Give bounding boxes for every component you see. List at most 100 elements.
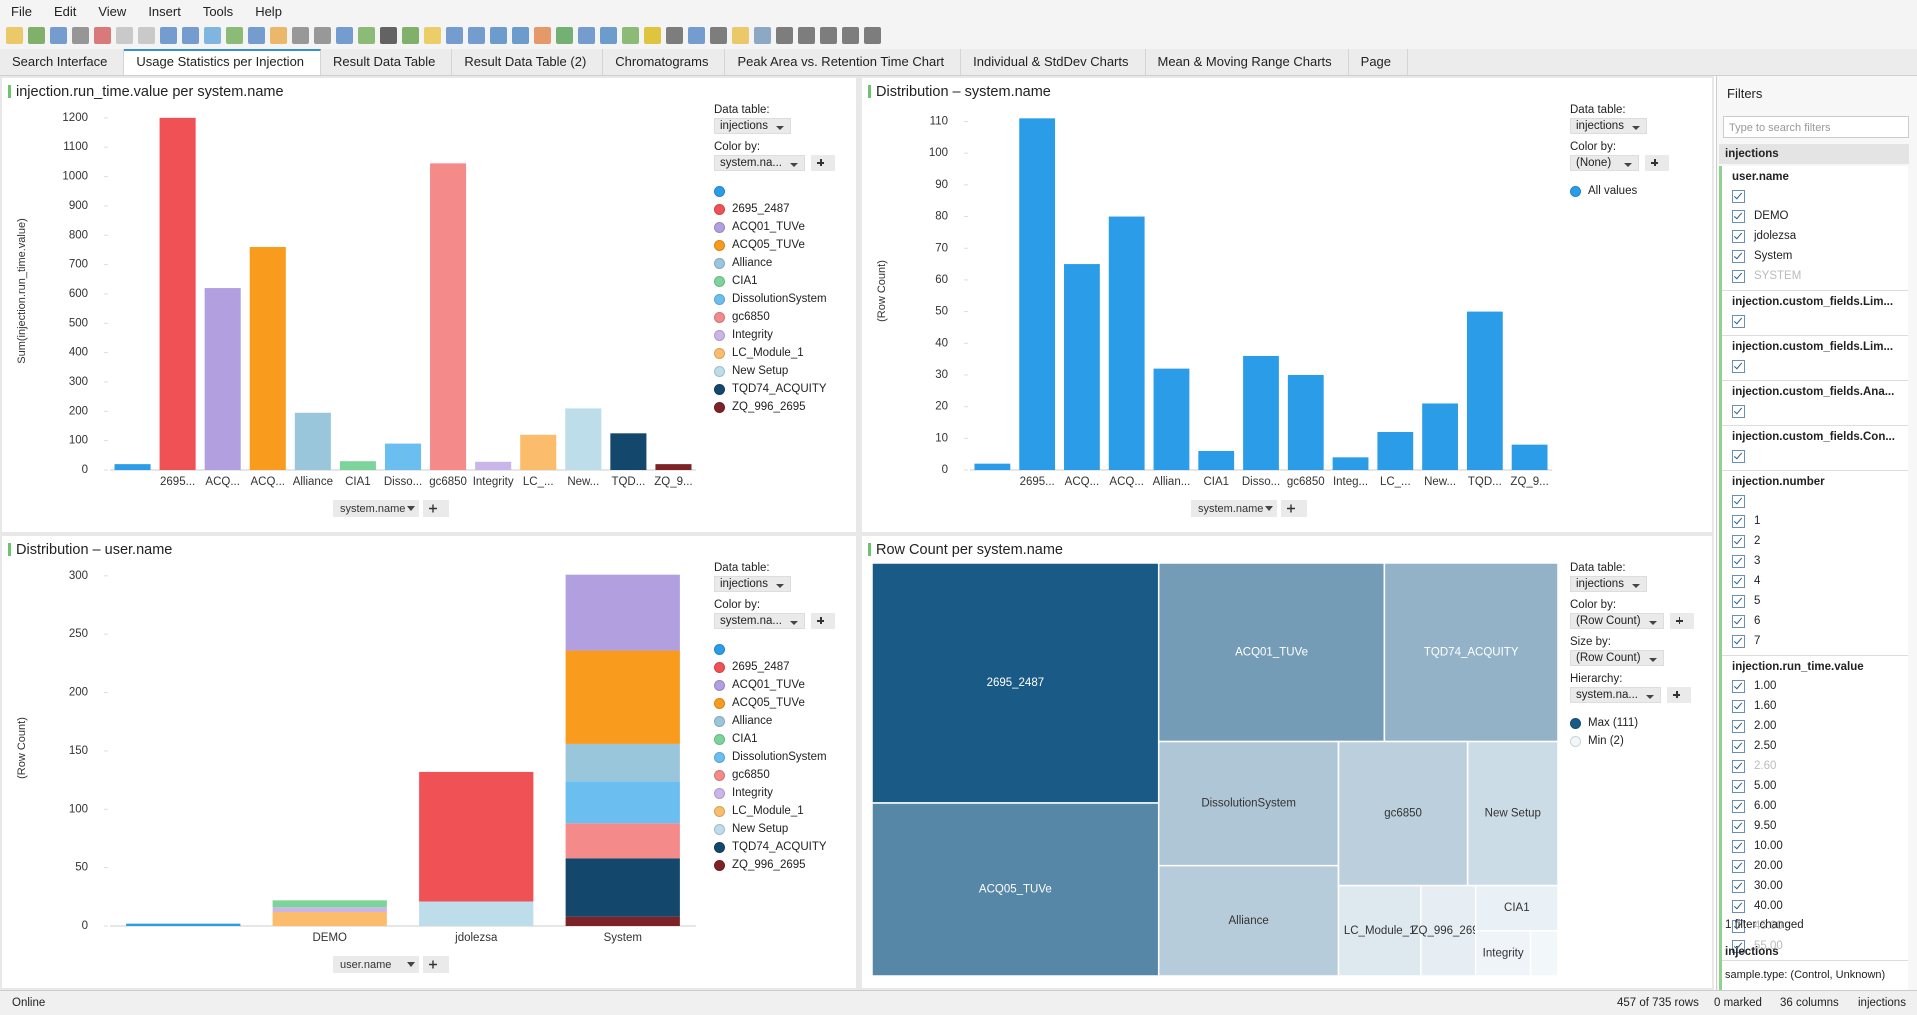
filter-item[interactable]: 20.00 — [1732, 856, 1908, 876]
filter-item[interactable]: 2.60 — [1732, 756, 1908, 776]
checkbox[interactable] — [1732, 404, 1745, 418]
checkbox[interactable] — [1732, 249, 1745, 263]
add-button[interactable] — [811, 613, 835, 629]
checkbox[interactable] — [1732, 614, 1745, 628]
checkbox[interactable] — [1732, 779, 1745, 793]
dropdown[interactable]: system.na... — [714, 613, 805, 629]
legend-item[interactable]: 2695_2487 — [714, 200, 854, 218]
filter-item[interactable]: 3 — [1732, 551, 1908, 571]
dropdown[interactable]: injections — [714, 118, 791, 134]
filter-item[interactable]: 7 — [1732, 631, 1908, 651]
add-button[interactable] — [1667, 687, 1691, 703]
dropdown[interactable]: (Row Count) — [1570, 650, 1664, 666]
filter-item[interactable]: 1.60 — [1732, 696, 1908, 716]
dropdown[interactable]: injections — [1570, 118, 1647, 134]
filter-item[interactable]: 10.00 — [1732, 836, 1908, 856]
checkbox[interactable] — [1732, 359, 1745, 373]
toolbar-button[interactable] — [710, 27, 727, 44]
toolbar-button[interactable] — [94, 27, 111, 44]
filter-item[interactable] — [1732, 401, 1908, 421]
checkbox[interactable] — [1732, 269, 1745, 283]
filter-item[interactable] — [1732, 356, 1908, 376]
filter-item[interactable] — [1732, 446, 1908, 466]
checkbox[interactable] — [1732, 819, 1745, 833]
filter-item[interactable]: 55.00 — [1732, 936, 1908, 956]
toolbar-button[interactable] — [842, 27, 859, 44]
checkbox[interactable] — [1732, 594, 1745, 608]
filter-item[interactable]: 5.00 — [1732, 776, 1908, 796]
legend-item[interactable]: ACQ05_TUVe — [714, 694, 854, 712]
checkbox[interactable] — [1732, 939, 1745, 953]
toolbar-button[interactable] — [600, 27, 617, 44]
filter-item[interactable]: 6 — [1732, 611, 1908, 631]
menu-item[interactable]: File — [11, 3, 32, 19]
tab[interactable]: Peak Area vs. Retention Time Chart — [725, 49, 962, 75]
checkbox[interactable] — [1732, 574, 1745, 588]
filter-item[interactable]: jdolezsa — [1732, 226, 1908, 246]
filter-item[interactable]: 2.00 — [1732, 716, 1908, 736]
filter-item[interactable]: 1 — [1732, 511, 1908, 531]
legend-item[interactable]: 2695_2487 — [714, 658, 854, 676]
add-button[interactable] — [1645, 155, 1669, 171]
toolbar-button[interactable] — [336, 27, 353, 44]
filter-item[interactable] — [1732, 186, 1908, 206]
checkbox[interactable] — [1732, 879, 1745, 893]
toolbar-button[interactable] — [204, 27, 221, 44]
legend-item[interactable]: gc6850 — [714, 766, 854, 784]
toolbar-button[interactable] — [776, 27, 793, 44]
legend-item[interactable]: TQD74_ACQUITY — [714, 838, 854, 856]
toolbar-button[interactable] — [424, 27, 441, 44]
legend-item[interactable]: All values — [1570, 182, 1710, 200]
legend-item[interactable]: CIA1 — [714, 272, 854, 290]
legend-item[interactable]: DissolutionSystem — [714, 748, 854, 766]
add-button[interactable] — [811, 155, 835, 171]
dropdown[interactable]: system.na... — [1570, 687, 1661, 703]
legend-item[interactable]: ACQ05_TUVe — [714, 236, 854, 254]
legend-item[interactable]: Integrity — [714, 784, 854, 802]
legend-item[interactable]: Min (2) — [1570, 732, 1710, 750]
toolbar-button[interactable] — [732, 27, 749, 44]
legend-item[interactable]: ZQ_996_2695 — [714, 856, 854, 874]
toolbar-button[interactable] — [50, 27, 67, 44]
toolbar-button[interactable] — [270, 27, 287, 44]
toolbar-button[interactable] — [622, 27, 639, 44]
dropdown[interactable]: injections — [714, 576, 791, 592]
dropdown[interactable]: (None) — [1570, 155, 1639, 171]
tab[interactable]: Page — [1349, 49, 1409, 75]
legend-item[interactable]: ZQ_996_2695 — [714, 398, 854, 416]
filter-item[interactable]: 2 — [1732, 531, 1908, 551]
checkbox[interactable] — [1732, 759, 1745, 773]
checkbox[interactable] — [1732, 919, 1745, 933]
menu-item[interactable]: Tools — [202, 3, 234, 19]
toolbar-button[interactable] — [116, 27, 133, 44]
checkbox[interactable] — [1732, 449, 1745, 463]
checkbox[interactable] — [1732, 189, 1745, 203]
filter-item[interactable]: 40.00 — [1732, 896, 1908, 916]
legend-item[interactable]: Alliance — [714, 712, 854, 730]
checkbox[interactable] — [1732, 859, 1745, 873]
checkbox[interactable] — [1732, 679, 1745, 693]
filter-item[interactable]: 45.00 — [1732, 916, 1908, 936]
toolbar-button[interactable] — [72, 27, 89, 44]
toolbar-button[interactable] — [864, 27, 881, 44]
tab[interactable]: Mean & Moving Range Charts — [1146, 49, 1349, 75]
checkbox[interactable] — [1732, 839, 1745, 853]
toolbar-button[interactable] — [688, 27, 705, 44]
menu-item[interactable]: View — [98, 3, 127, 19]
toolbar-button[interactable] — [380, 27, 397, 44]
toolbar-button[interactable] — [798, 27, 815, 44]
checkbox[interactable] — [1732, 554, 1745, 568]
toolbar-button[interactable] — [358, 27, 375, 44]
toolbar-button[interactable] — [666, 27, 683, 44]
legend-item[interactable]: LC_Module_1 — [714, 344, 854, 362]
legend-item[interactable]: ACQ01_TUVe — [714, 218, 854, 236]
toolbar-button[interactable] — [182, 27, 199, 44]
legend-item[interactable]: TQD74_ACQUITY — [714, 380, 854, 398]
filter-item[interactable]: System — [1732, 246, 1908, 266]
toolbar-button[interactable] — [556, 27, 573, 44]
legend-item[interactable] — [714, 182, 854, 200]
dropdown[interactable]: (Row Count) — [1570, 613, 1664, 629]
filter-item[interactable] — [1732, 311, 1908, 331]
toolbar-button[interactable] — [754, 27, 771, 44]
filter-item[interactable]: 2.50 — [1732, 736, 1908, 756]
